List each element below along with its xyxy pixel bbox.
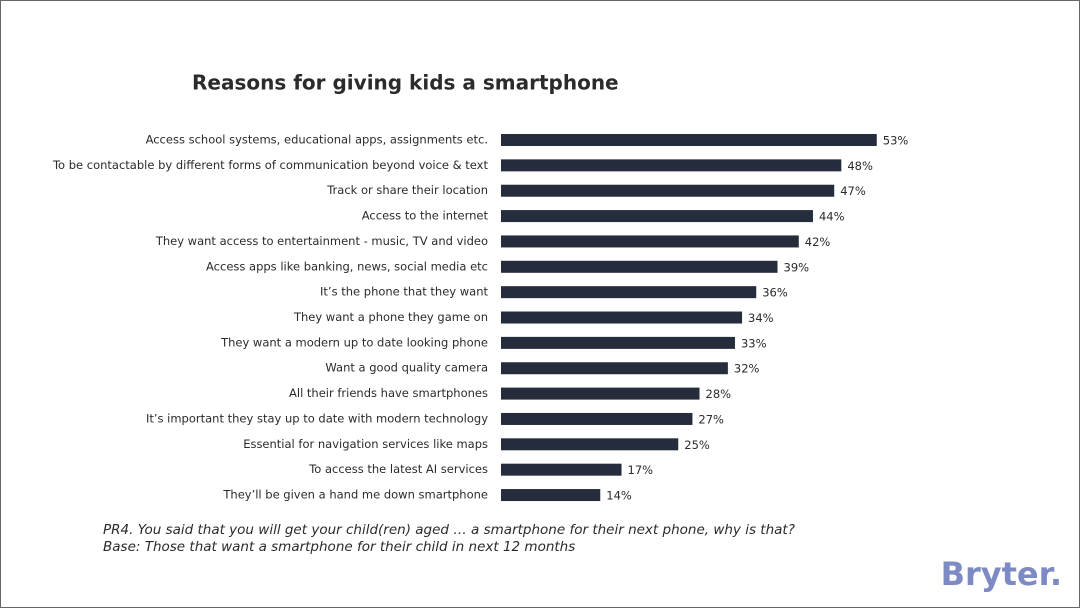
footnote: Base: Those that want a smartphone for t… [103, 539, 575, 555]
value-label: 39% [784, 260, 810, 274]
category-label: They want a phone they game on [293, 310, 488, 324]
bar [501, 286, 757, 299]
logo: Bryter. [941, 555, 1062, 593]
bar [501, 235, 799, 248]
bar [501, 311, 743, 324]
bar [501, 210, 813, 223]
value-label: 28% [706, 387, 732, 401]
bar [501, 260, 778, 273]
category-label: They’ll be given a hand me down smartpho… [222, 488, 488, 502]
bar [501, 463, 622, 476]
value-label: 25% [684, 438, 710, 452]
bar [501, 159, 842, 172]
category-label: Want a good quality camera [325, 361, 488, 375]
value-label: 34% [748, 311, 774, 325]
value-label: 44% [819, 210, 845, 224]
value-label: 14% [606, 489, 632, 503]
category-label: To access the latest AI services [308, 462, 488, 476]
value-label: 42% [805, 235, 831, 249]
category-label: Essential for navigation services like m… [243, 437, 488, 451]
chart-title: Reasons for giving kids a smartphone [192, 71, 619, 95]
bar [501, 134, 877, 146]
value-label: 17% [628, 463, 654, 477]
bar [501, 412, 693, 425]
bar [501, 438, 679, 451]
value-label: 48% [847, 159, 873, 173]
category-label: They want a modern up to date looking ph… [220, 335, 488, 349]
value-label: 27% [698, 412, 724, 426]
category-label: Access school systems, educational apps,… [146, 133, 488, 147]
bar [501, 184, 835, 197]
category-label: Access apps like banking, news, social m… [206, 259, 488, 273]
footnote: PR4. You said that you will get your chi… [103, 522, 795, 538]
bar [501, 489, 601, 502]
category-label: To be contactable by different forms of … [52, 158, 489, 172]
value-label: 47% [840, 184, 866, 198]
bar [501, 387, 700, 400]
category-label: Track or share their location [326, 183, 488, 197]
category-label: Access to the internet [362, 209, 489, 223]
value-label: 53% [883, 134, 909, 148]
bar [501, 362, 728, 375]
value-label: 33% [741, 336, 767, 350]
category-label: It’s the phone that they want [320, 285, 488, 299]
value-label: 36% [762, 286, 788, 300]
value-label: 32% [734, 362, 760, 376]
category-label: They want access to entertainment - musi… [155, 234, 488, 248]
category-label: All their friends have smartphones [289, 386, 488, 400]
bar [501, 336, 735, 349]
category-label: It’s important they stay up to date with… [146, 411, 488, 425]
